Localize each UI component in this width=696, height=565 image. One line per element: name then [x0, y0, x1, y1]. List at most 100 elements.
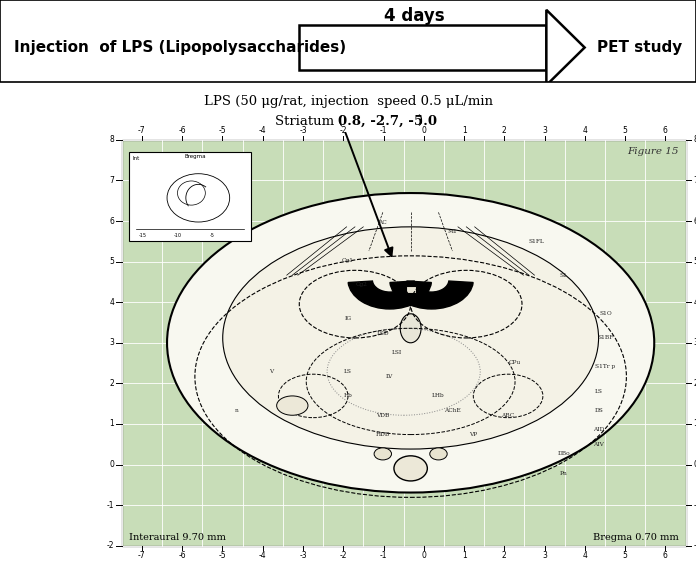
Ellipse shape	[400, 314, 421, 343]
Text: Cg1: Cg1	[342, 258, 354, 263]
Text: S1BF: S1BF	[597, 336, 614, 341]
Text: 8: 8	[693, 136, 696, 145]
Text: -15: -15	[139, 233, 147, 238]
Ellipse shape	[167, 173, 230, 222]
Text: DS: DS	[594, 408, 603, 413]
Ellipse shape	[167, 193, 654, 493]
Text: VP: VP	[469, 432, 477, 437]
Ellipse shape	[177, 181, 205, 205]
Text: -6: -6	[178, 551, 186, 560]
Text: 5: 5	[623, 125, 628, 134]
Text: Pn: Pn	[560, 471, 568, 476]
Ellipse shape	[223, 227, 599, 449]
Ellipse shape	[430, 448, 447, 460]
Text: 6: 6	[663, 551, 668, 560]
Text: AC: AC	[379, 220, 387, 224]
Ellipse shape	[276, 396, 308, 415]
Text: Hb: Hb	[344, 393, 352, 398]
Text: LPS (50 μg/rat, injection  speed 0.5 μL/min: LPS (50 μg/rat, injection speed 0.5 μL/m…	[203, 95, 493, 108]
Text: 0: 0	[109, 460, 114, 469]
Text: n: n	[235, 408, 239, 413]
Text: -6: -6	[178, 125, 186, 134]
Text: PET study: PET study	[597, 40, 682, 55]
Text: Bregma 0.70 mm: Bregma 0.70 mm	[593, 533, 679, 542]
Text: 7: 7	[693, 176, 696, 185]
Text: Striatum (: Striatum (	[275, 115, 343, 128]
Text: 0: 0	[421, 125, 426, 134]
Text: DBo: DBo	[557, 451, 570, 457]
Text: -3: -3	[299, 551, 307, 560]
Text: M1: M1	[448, 229, 457, 234]
Text: -5: -5	[219, 551, 226, 560]
Text: 2: 2	[109, 379, 114, 388]
Text: S1: S1	[560, 273, 568, 277]
Text: Cg2: Cg2	[356, 282, 368, 288]
Text: 4: 4	[693, 298, 696, 307]
Text: LS: LS	[594, 389, 603, 394]
Text: -2: -2	[693, 541, 696, 550]
Text: 0: 0	[693, 460, 696, 469]
Text: VDB: VDB	[376, 413, 390, 418]
Text: Injection  of LPS (Lipopolysaccharides): Injection of LPS (Lipopolysaccharides)	[14, 40, 346, 55]
Text: 6: 6	[663, 125, 668, 134]
Text: 7: 7	[109, 176, 114, 185]
Text: -4: -4	[259, 125, 267, 134]
Text: LV: LV	[386, 374, 393, 379]
Text: Interaural 9.70 mm: Interaural 9.70 mm	[129, 533, 226, 542]
Text: 0: 0	[421, 551, 426, 560]
Text: -10: -10	[173, 233, 182, 238]
Text: LHb: LHb	[432, 393, 445, 398]
Text: -1: -1	[106, 501, 114, 510]
Text: HDB: HDB	[376, 432, 390, 437]
Text: Int: Int	[132, 156, 139, 161]
Text: ABC: ABC	[501, 413, 515, 418]
Text: 6: 6	[109, 216, 114, 225]
Text: -5: -5	[209, 233, 215, 238]
Text: AIV: AIV	[593, 442, 604, 447]
Text: V: V	[269, 370, 274, 374]
Text: Figure 15: Figure 15	[627, 147, 679, 156]
Text: 8: 8	[109, 136, 114, 145]
Text: 1: 1	[461, 125, 466, 134]
Text: 3: 3	[542, 551, 547, 560]
Bar	[122, 140, 686, 546]
Text: LS: LS	[344, 370, 352, 374]
Text: LSI: LSI	[392, 350, 402, 355]
Text: -3: -3	[299, 125, 307, 134]
Text: 1: 1	[461, 551, 466, 560]
Text: 2: 2	[502, 125, 507, 134]
Polygon shape	[546, 10, 585, 85]
Text: 4: 4	[583, 125, 587, 134]
Text: -1: -1	[380, 125, 387, 134]
Ellipse shape	[394, 456, 427, 481]
Text: 4: 4	[109, 298, 114, 307]
Text: 5: 5	[109, 257, 114, 266]
Text: 2: 2	[693, 379, 696, 388]
Text: AChE: AChE	[444, 408, 461, 413]
Text: S1O: S1O	[599, 311, 612, 316]
Text: -2: -2	[106, 541, 114, 550]
Text: 4: 4	[583, 551, 587, 560]
Text: -2: -2	[340, 125, 347, 134]
Text: -7: -7	[138, 551, 145, 560]
Text: 3: 3	[693, 338, 696, 347]
Wedge shape	[390, 281, 473, 309]
Text: Bregma: Bregma	[184, 154, 206, 159]
Text: 5: 5	[693, 257, 696, 266]
Text: 1: 1	[693, 419, 696, 428]
Text: IG: IG	[345, 316, 351, 321]
Text: -4: -4	[259, 551, 267, 560]
Text: 2: 2	[502, 551, 507, 560]
Text: -5: -5	[219, 125, 226, 134]
Text: 6: 6	[693, 216, 696, 225]
Text: 3: 3	[542, 125, 547, 134]
Text: CPu: CPu	[509, 359, 521, 364]
Text: -7: -7	[138, 125, 145, 134]
Text: AID: AID	[593, 427, 604, 432]
Bar	[129, 152, 251, 241]
Text: S1FL: S1FL	[528, 239, 544, 244]
Ellipse shape	[374, 448, 391, 460]
Text: S1Tr p: S1Tr p	[596, 364, 615, 370]
Text: 3: 3	[109, 338, 114, 347]
Text: -1: -1	[380, 551, 387, 560]
